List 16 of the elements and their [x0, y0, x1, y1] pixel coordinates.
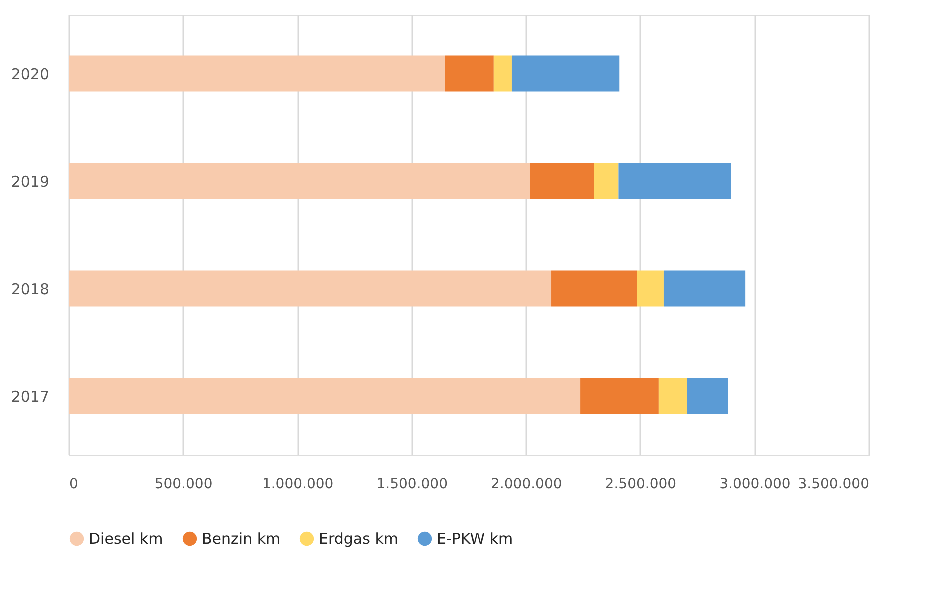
legend-label: Diesel km: [89, 530, 164, 548]
legend-label: Benzin km: [202, 530, 281, 548]
legend-label: E-PKW km: [437, 530, 514, 548]
x-tick-label: 1.500.000: [376, 476, 448, 492]
x-tick-label: 3.500.000: [798, 476, 870, 492]
x-tick-label: 2.500.000: [605, 476, 677, 492]
y-tick-label: 2020: [11, 65, 50, 84]
x-tick-label: 0: [70, 476, 78, 492]
x-tick-label: 1.000.000: [262, 476, 334, 492]
x-tick-label: 3.000.000: [720, 476, 791, 492]
legend-label: Erdgas km: [319, 530, 398, 548]
x-tick-label: 500.000: [154, 476, 213, 492]
x-tick-label: 2.000.000: [491, 476, 562, 492]
y-tick-label: 2019: [11, 172, 50, 191]
y-tick-label: 2017: [11, 388, 50, 406]
y-tick-label: 2018: [11, 280, 50, 298]
